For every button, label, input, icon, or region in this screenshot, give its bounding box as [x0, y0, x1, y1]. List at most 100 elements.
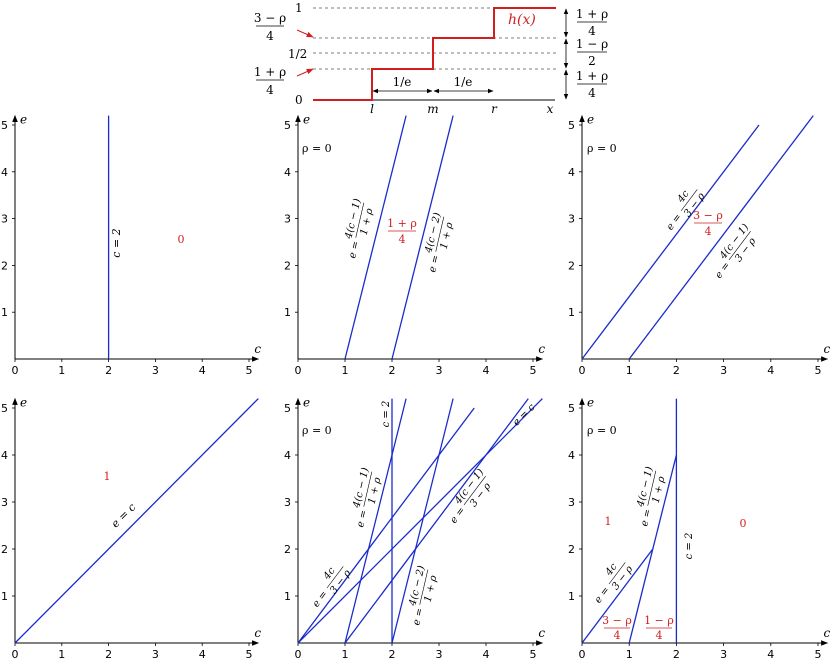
boundary-line-4c-1: [344, 398, 407, 644]
x-tick-label: 0: [295, 364, 302, 377]
p4-region-1: 1: [104, 470, 111, 483]
p3-rho: ρ = 0: [587, 142, 617, 155]
x-tick-label: 3: [436, 364, 443, 377]
x-tick-label: 1: [58, 364, 65, 377]
right-frac-lower: 1 + ρ 4: [576, 69, 608, 100]
y-axis-label: e: [20, 113, 27, 127]
boundary-line-4c-1-3: [628, 115, 814, 360]
p6-region-frac-a: 3 − ρ 4: [602, 614, 632, 642]
p6-region-0: 0: [740, 517, 747, 530]
x-tick-label: 5: [815, 364, 822, 377]
y-tick-label: 1: [1, 306, 8, 319]
x-tick-label: 3: [436, 648, 443, 661]
x-tick-label: 3: [720, 648, 727, 661]
x-tick-label: 2: [389, 648, 396, 661]
x-tick-label: 0: [12, 648, 19, 661]
point-x: x: [547, 102, 554, 116]
y-tick-label: 1: [568, 590, 575, 603]
svg-text:3 − ρ: 3 − ρ: [254, 11, 286, 25]
svg-text:1 + ρ: 1 + ρ: [576, 7, 608, 21]
frac-arrow-upper: [296, 29, 314, 38]
svg-text:4: 4: [614, 629, 621, 642]
point-m: m: [427, 102, 438, 116]
svg-text:1 + ρ: 1 + ρ: [439, 221, 456, 250]
svg-text:4: 4: [266, 83, 274, 97]
y-tick-label: 3: [1, 213, 8, 226]
svg-text:e =: e =: [355, 509, 370, 529]
x-axis-label: c: [823, 342, 830, 356]
svg-text:4: 4: [588, 86, 596, 100]
x-tick-label: 2: [105, 364, 112, 377]
svg-text:4: 4: [656, 629, 663, 642]
svg-text:e =: e =: [311, 589, 330, 610]
p4-label-eqc: e = c: [109, 501, 139, 531]
p5-label-4c-3rho: e = 4c 3 − ρ: [311, 565, 354, 610]
svg-text:e =: e =: [427, 254, 442, 274]
y-tick-label: 3: [284, 213, 291, 226]
x-tick-label: 5: [530, 364, 537, 377]
point-r: r: [491, 102, 498, 116]
y-tick-label: 5: [284, 119, 291, 132]
y-tick-label: 1: [568, 306, 575, 319]
y-tick-label: 3: [568, 496, 575, 509]
frac-arrow-lower: [296, 68, 314, 77]
svg-text:3 − ρ: 3 − ρ: [602, 614, 632, 627]
boundary-line-e-eq-c: [297, 398, 543, 644]
panel-3: c e 0 1 2 3 4 5 1 2 3 4 5: [568, 113, 830, 377]
y-axis-label: e: [20, 396, 27, 410]
x-tick-label: 3: [152, 364, 159, 377]
x-axis-label: c: [254, 626, 261, 640]
p1-label-c2: c = 2: [110, 228, 123, 257]
svg-text:4: 4: [399, 233, 406, 246]
y-tick-label: 5: [568, 402, 575, 415]
x-tick-label: 0: [579, 364, 586, 377]
p2-rho: ρ = 0: [302, 142, 332, 155]
y-tick-label: 4: [568, 449, 575, 462]
frac-1-rho-4: 1 + ρ 4: [254, 65, 286, 97]
svg-text:1 − ρ: 1 − ρ: [644, 614, 674, 627]
svg-text:4: 4: [266, 29, 274, 43]
boundary-line-seg-b: [628, 548, 654, 644]
panel-2: c e 0 1 2 3 4 5 1 2 3 4 5: [284, 113, 545, 377]
svg-text:e =: e =: [411, 607, 426, 627]
svg-text:e =: e =: [593, 585, 612, 606]
svg-text:1 + ρ: 1 + ρ: [423, 574, 440, 603]
x-axis-label: c: [254, 342, 261, 356]
y-tick-label: 2: [1, 543, 8, 556]
y-tick-label: 1: [284, 590, 291, 603]
x-tick-label: 4: [767, 364, 774, 377]
panel-5: c e 0 1 2 3 4 5 1 2 3 4 5: [284, 396, 545, 661]
y-axis-label: e: [587, 113, 594, 127]
svg-text:e =: e =: [713, 260, 732, 281]
y-axis-label: e: [303, 113, 310, 127]
panel-6: c e 0 1 2 3 4 5 1 2 3 4 5: [568, 396, 830, 661]
boundary-line-4c-1-3: [344, 398, 529, 644]
svg-text:e =: e =: [448, 505, 467, 526]
panel-4: c e 0 1 2 3 4 5 1 2 3 4 5: [1, 396, 261, 661]
x-tick-label: 1: [58, 648, 65, 661]
p5-label-eqc: e = c: [511, 402, 538, 429]
interval-label-1: 1/e: [393, 75, 412, 89]
right-frac-upper: 1 + ρ 4: [576, 7, 608, 38]
y-tick-label: 4: [284, 166, 291, 179]
svg-text:1 + ρ: 1 + ρ: [387, 217, 417, 230]
boundary-line-4c-3: [581, 124, 760, 360]
point-l: l: [370, 102, 374, 116]
x-tick-label: 2: [389, 364, 396, 377]
y-tick-label: 2: [568, 259, 575, 272]
p5-label-4c1-3rho: e = 4(c − 1) 3 − ρ: [448, 467, 493, 526]
p6-label-4c1-1rho: e = 4(c − 1) 1 + ρ: [635, 466, 667, 528]
y-tick-label: 5: [568, 119, 575, 132]
p3-region-frac: 3 − ρ 4: [693, 209, 723, 238]
boundary-line-seg-a: [581, 548, 654, 644]
x-tick-label: 5: [246, 648, 253, 661]
y-tick-label: 5: [1, 119, 8, 132]
p5-label-4c1-1rho: e = 4(c − 1) 1 + ρ: [351, 467, 383, 529]
p6-region-1: 1: [605, 515, 612, 528]
x-tick-label: 1: [342, 648, 349, 661]
y-tick-label: 2: [284, 543, 291, 556]
panel-1: c e 0 1 2 3 4 5 1 2 3 4 5: [1, 113, 261, 377]
x-tick-label: 4: [199, 364, 206, 377]
y-tick-label: 4: [1, 166, 8, 179]
